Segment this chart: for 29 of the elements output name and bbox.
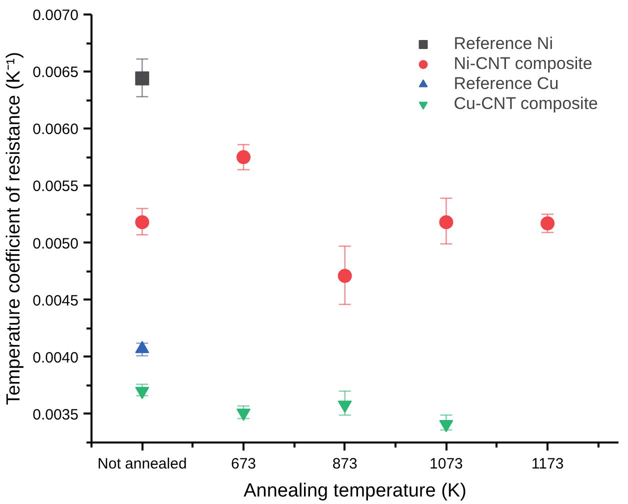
point xyxy=(439,420,454,432)
legend-label: Reference Cu xyxy=(454,74,559,94)
point xyxy=(135,386,150,400)
legend-label: Reference Ni xyxy=(454,34,553,54)
y-tick-label: 0.0050 xyxy=(32,235,79,252)
point xyxy=(338,268,352,283)
x-tick-label: 1073 xyxy=(430,456,463,472)
x-axis-title: Annealing temperature (K) xyxy=(244,480,466,502)
y-tick-label: 0.0035 xyxy=(32,406,79,424)
y-tick-label: 0.0040 xyxy=(32,349,79,366)
y-tick-label: 0.0055 xyxy=(32,178,79,196)
point xyxy=(439,215,454,230)
x-tick-label: 1173 xyxy=(531,456,564,472)
y-axis-title: Temperature coefficient of resistance (K⁻¹) xyxy=(4,52,25,406)
point xyxy=(540,216,555,230)
point xyxy=(135,71,150,86)
x-tick-label: 873 xyxy=(332,456,358,472)
legend-label: Ni-CNT composite xyxy=(454,54,592,74)
point xyxy=(236,150,251,164)
point xyxy=(338,400,352,413)
point xyxy=(135,215,150,230)
point xyxy=(236,408,251,421)
y-tick-label: 0.0065 xyxy=(32,64,79,82)
y-tick-label: 0.0045 xyxy=(32,292,79,310)
legend-label: Cu-CNT composite xyxy=(454,94,598,114)
x-tick-label: Not annealed xyxy=(98,456,187,472)
y-tick-label: 0.0060 xyxy=(32,121,79,138)
x-tick-label: 673 xyxy=(231,456,256,472)
y-tick-label: 0.0070 xyxy=(32,7,79,24)
